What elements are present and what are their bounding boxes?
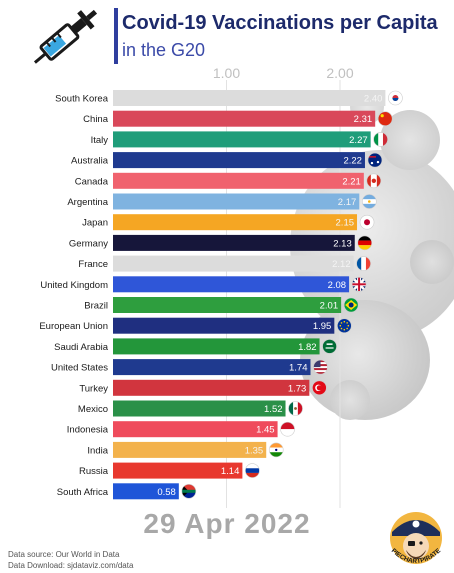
bar: [113, 172, 364, 189]
flags: [181, 90, 403, 499]
category-label: Indonesia: [67, 425, 109, 436]
flag-south-korea-icon: [388, 90, 403, 106]
value-labels: 2.40 2.31 2.27 2.22 2.21 2.17 2.15 2.13 2.12 2.08…: [157, 94, 382, 498]
flag-japan-icon: [359, 214, 375, 230]
category-label: Argentina: [67, 197, 108, 208]
value-label: 1.95: [313, 321, 332, 332]
category-label: Germany: [69, 238, 108, 249]
bar: [113, 441, 267, 458]
flag-germany-icon: [357, 235, 373, 251]
syringe-icon: [33, 9, 98, 64]
category-label: Australia: [71, 156, 109, 167]
flag-india-icon: [268, 442, 284, 458]
category-label: South Korea: [55, 94, 109, 105]
value-label: 2.21: [342, 176, 361, 187]
value-label: 2.17: [338, 197, 357, 208]
flag-france-icon: [356, 256, 371, 271]
flag-south-africa-icon: [181, 483, 197, 499]
bar: [113, 193, 360, 210]
bar: [113, 276, 350, 293]
bar: [113, 110, 376, 127]
value-label: 2.40: [364, 94, 383, 105]
bar: [113, 152, 365, 169]
flag-russia-icon: [245, 463, 260, 478]
category-label: Mexico: [78, 404, 108, 415]
category-label: Saudi Arabia: [54, 342, 109, 353]
bar: [113, 131, 371, 148]
value-label: 1.82: [298, 342, 317, 353]
category-label: France: [78, 259, 108, 270]
bar: [113, 462, 243, 479]
bar: [113, 90, 386, 106]
source-line: Data source: Our World in Data: [8, 550, 120, 559]
category-label: Italy: [91, 135, 109, 146]
value-label: 1.73: [288, 383, 307, 394]
flag-indonesia-icon: [280, 421, 295, 437]
bar: [113, 297, 342, 313]
category-labels: South Korea China Italy Australia Canada Arge…: [39, 94, 108, 498]
category-label: Turkey: [79, 383, 108, 394]
x-tick-label: 1.00: [213, 65, 240, 81]
chart-title: Covid-19 Vaccinations per Capita: [122, 12, 438, 34]
x-axis-ticks: 1.00 2.00: [213, 65, 354, 81]
value-label: 1.35: [245, 445, 264, 456]
bar: [113, 338, 320, 355]
pirate-logo-icon: PIECHARTPIRATE: [390, 512, 443, 565]
flag-mexico-icon: [288, 401, 303, 416]
flag-china-icon: [377, 111, 393, 126]
bar: [113, 421, 278, 438]
value-label: 2.31: [354, 114, 373, 125]
value-label: 2.01: [320, 301, 339, 312]
flag-australia-icon: [367, 152, 383, 168]
value-label: 2.13: [333, 238, 352, 249]
category-label: United States: [51, 363, 108, 374]
value-label: 2.22: [343, 156, 362, 167]
bar: [113, 359, 311, 376]
bar: [113, 483, 179, 500]
value-label: 2.15: [336, 218, 355, 229]
flag-brazil-icon: [343, 297, 359, 313]
chart-subtitle: in the G20: [122, 40, 206, 60]
category-label: United Kingdom: [40, 280, 108, 291]
category-label: South Africa: [57, 487, 109, 498]
category-label: India: [87, 445, 108, 456]
bar: [113, 214, 358, 231]
value-label: 2.27: [349, 135, 368, 146]
flag-argentina-icon: [361, 194, 377, 209]
flag-european-union-icon: [337, 318, 352, 334]
date-label: 29 Apr 2022: [143, 508, 311, 539]
flag-united-states-icon: [313, 359, 328, 375]
bar: [113, 234, 355, 251]
value-label: 2.12: [332, 259, 351, 270]
flag-turkey-icon: [312, 380, 327, 396]
source-text: Data source: Our World in Data Data Down…: [8, 549, 133, 571]
title-accent-bar: [114, 8, 126, 64]
category-label: Russia: [79, 466, 109, 477]
bars: [113, 90, 386, 500]
bar: [113, 400, 286, 417]
value-label: 0.58: [157, 487, 176, 498]
value-label: 1.52: [264, 404, 283, 415]
value-label: 1.74: [289, 363, 308, 374]
value-label: 1.14: [221, 466, 240, 477]
category-label: Brazil: [84, 301, 108, 312]
x-tick-label: 2.00: [326, 65, 353, 81]
category-label: China: [83, 114, 109, 125]
value-label: 2.08: [328, 280, 347, 291]
flag-italy-icon: [373, 132, 388, 147]
bar: [113, 317, 335, 334]
bar-chart: 1.00 2.00 South Korea China Italy Australia C…: [39, 65, 403, 508]
bar: [113, 379, 310, 396]
flag-canada-icon: [366, 173, 382, 189]
download-line: Data Download: sjdataviz.com/data: [8, 561, 134, 570]
value-label: 1.45: [256, 425, 275, 436]
flag-saudi-arabia-icon: [322, 339, 337, 354]
flag-united-kingdom-icon: [351, 276, 367, 292]
category-label: Canada: [75, 176, 109, 187]
category-label: European Union: [39, 321, 108, 332]
bar: [113, 255, 354, 272]
category-label: Japan: [82, 218, 108, 229]
